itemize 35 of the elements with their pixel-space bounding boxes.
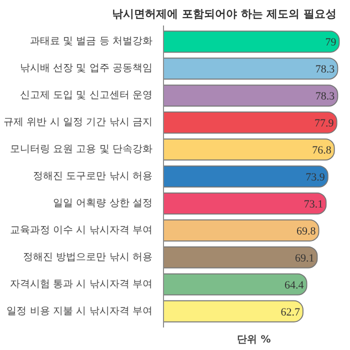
y-tick-label: 과태료 및 벌금 등 처벌강화 [30,36,153,48]
y-tick-label: 낚시배 선장 및 업주 공동책임 [20,63,153,74]
data-label: 73.9 [306,172,326,184]
y-tick-label: 교육과정 이수 시 낚시자격 부여 [10,224,153,236]
bar [164,165,328,188]
y-tick-label: 정해진 도구로만 낚시 허용 [32,171,153,182]
bar [164,30,340,53]
bar [164,138,335,161]
data-label: 78.3 [315,64,336,76]
bar [164,273,308,296]
bar [164,192,327,214]
y-tick-label: 신고제 도입 및 신고센터 운영 [20,90,153,102]
data-label: 69.1 [294,252,314,264]
y-tick-label: 일정 비용 지불 시 낚시자격 부여 [6,306,153,317]
bar [164,84,338,107]
y-tick-label: 규제 위반 시 일정 기간 낚시 금지 [3,117,153,128]
data-label: 78.3 [315,90,336,103]
data-label: 76.8 [312,144,332,157]
text: 단위 % [237,334,271,346]
bar [164,300,304,322]
y-tick-label: 정해진 방법으로만 낚시 허용 [22,252,153,263]
y-tick-label: 일일 어획량 상한 설정 [52,198,153,209]
chart-title: 낚시면허제에 포함되어야 하는 제도의 필요성 [112,8,337,20]
bar [164,112,338,134]
data-label: 73.1 [304,198,324,210]
data-label: 64.4 [284,279,304,292]
bar [164,219,320,242]
bar [164,58,338,80]
data-label: 62.7 [280,306,300,318]
bar [164,246,318,268]
y-tick-label: 모니터링 요원 고용 및 단속강화 [10,144,153,156]
data-label: 69.8 [296,225,316,238]
data-label: 79 [325,36,337,49]
data-label: 77.9 [314,118,334,130]
y-tick-label: 자격시험 통과 시 낚시자격 부여 [10,278,153,290]
